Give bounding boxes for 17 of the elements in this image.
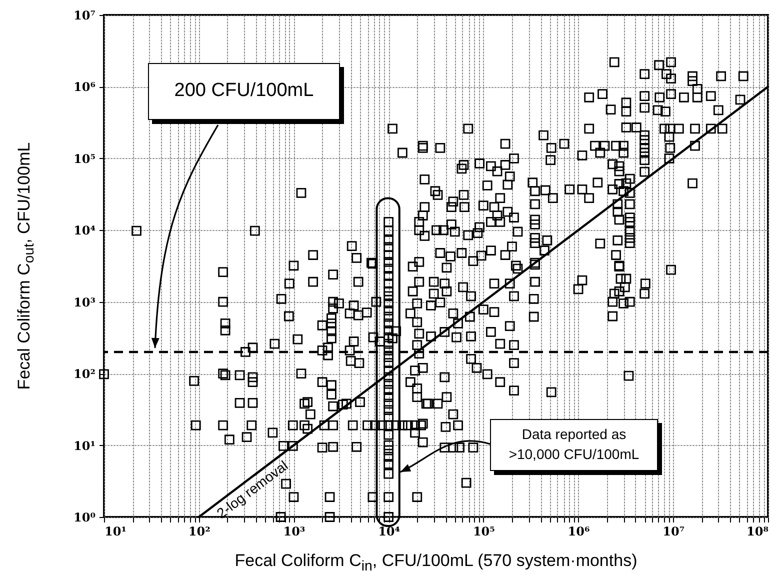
x-tick-label: 10⁴ xyxy=(378,524,400,538)
x-tick-label: 10⁵ xyxy=(472,524,495,538)
y-tick-label: 10¹ xyxy=(74,438,96,453)
y-tick-label: 10³ xyxy=(74,295,96,310)
y-tick-label: 10⁰ xyxy=(74,510,96,524)
y-tick-label: 10⁴ xyxy=(74,224,96,238)
x-tick-label: 10⁷ xyxy=(662,524,685,538)
y-tick-label: 10² xyxy=(74,367,96,382)
y-tick-label: 10⁶ xyxy=(74,80,96,94)
y-tick-label: 10⁵ xyxy=(74,152,96,166)
x-tick-label: 10⁶ xyxy=(568,524,590,538)
x-tick-label: 10³ xyxy=(283,524,306,538)
y-tick-label: 10⁷ xyxy=(74,8,96,22)
x-tick-label: 10² xyxy=(188,524,210,538)
x-axis-title: Fecal Coliform C$_{in}$, CFU/100mL (570 system·months) xyxy=(234,551,638,574)
x-tick-label: 10⁸ xyxy=(746,524,768,538)
x-tick-label: 10¹ xyxy=(104,524,126,538)
